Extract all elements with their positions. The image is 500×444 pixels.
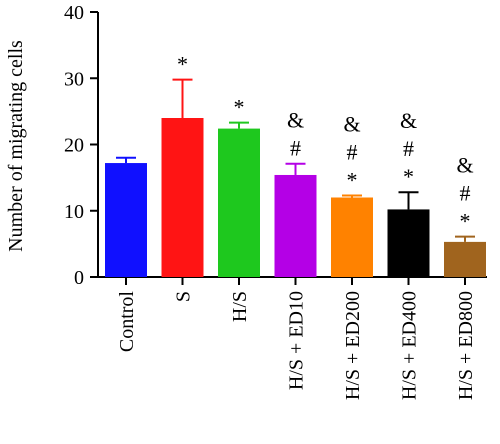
significance-marker: #: [347, 140, 358, 165]
bar: [161, 118, 204, 277]
bar: [387, 209, 430, 277]
significance-marker: &: [400, 108, 417, 133]
bar: [218, 128, 260, 277]
y-tick-label: 30: [64, 68, 84, 90]
y-tick-label: 20: [64, 135, 84, 157]
significance-marker: #: [403, 136, 414, 161]
x-tick-label: H/S + ED10: [286, 291, 308, 390]
significance-marker: *: [403, 164, 414, 189]
bars: [105, 118, 486, 277]
x-tick-label: Control: [116, 291, 138, 353]
bar: [444, 241, 486, 277]
significance-marker: *: [177, 52, 188, 77]
error-bars: [116, 78, 475, 242]
y-tick-label: 40: [64, 2, 84, 24]
x-tick-label: S: [173, 291, 195, 302]
significance-marker: #: [460, 181, 471, 206]
significance-marker: &: [343, 112, 360, 137]
significance-marker: *: [234, 95, 245, 120]
bar: [331, 197, 373, 277]
bar: [274, 174, 317, 277]
x-tick-label: H/S + ED800: [455, 291, 477, 400]
x-tick-label: H/S + ED200: [342, 291, 364, 400]
significance-annotations: * * # & * # & * # & * # &: [177, 52, 474, 234]
significance-marker: &: [456, 153, 473, 178]
x-tick-labels: Control S H/S H/S + ED10 H/S + ED200 H/S + ED…: [116, 277, 477, 400]
x-tick-label: H/S: [229, 291, 251, 322]
significance-marker: #: [290, 136, 301, 161]
significance-marker: &: [287, 108, 304, 133]
y-axis-title: Number of migrating cells: [5, 40, 27, 252]
x-tick-label: H/S + ED400: [399, 291, 421, 400]
significance-marker: *: [460, 209, 471, 234]
y-tick-label: 10: [64, 201, 84, 223]
y-ticks: 0 10 20 30 40: [64, 2, 98, 289]
bar: [105, 163, 147, 277]
y-tick-label: 0: [74, 267, 84, 289]
significance-marker: *: [347, 168, 358, 193]
